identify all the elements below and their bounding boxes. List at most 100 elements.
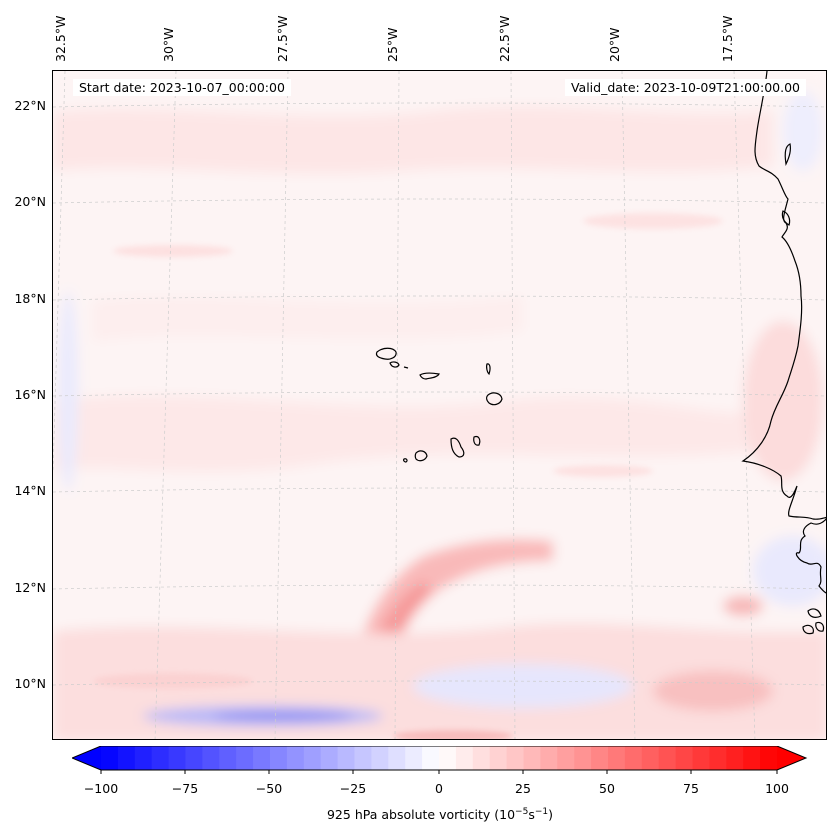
gridlines bbox=[53, 71, 826, 739]
vorticity-band-north bbox=[53, 106, 773, 174]
vorticity-streak-2 bbox=[583, 213, 723, 229]
island-santa-luzia bbox=[403, 366, 409, 369]
colorbar-cell bbox=[151, 746, 170, 770]
colorbar-cell bbox=[641, 746, 660, 770]
colorbar-outline bbox=[72, 746, 808, 771]
lon-label-30w: 30°W bbox=[161, 27, 176, 62]
gridline-lat-22n bbox=[53, 102, 826, 108]
colorbar-cell bbox=[709, 746, 727, 770]
gridline-lat-14n bbox=[53, 487, 826, 493]
coastline-mauritania-senegal bbox=[741, 71, 826, 520]
colorbar-cell bbox=[270, 746, 288, 770]
colorbar-label-0: 0 bbox=[435, 781, 443, 796]
colorbar-label-m75: −75 bbox=[171, 781, 199, 796]
colorbar-cell bbox=[253, 746, 271, 770]
island-santo-antao bbox=[375, 347, 397, 360]
colorbar-cell bbox=[455, 746, 474, 770]
colorbar-title-end: ) bbox=[548, 807, 553, 823]
gridline-lat-18n bbox=[53, 295, 826, 301]
colorbar-cell bbox=[608, 746, 626, 770]
gridline-lat-10n bbox=[53, 680, 826, 686]
lat-label-10n: 10°N bbox=[14, 676, 46, 691]
colorbar-extend-max bbox=[777, 746, 806, 770]
colorbar-cell bbox=[506, 746, 524, 770]
colorbar-label-50: 50 bbox=[599, 781, 615, 796]
colorbar-cells bbox=[72, 746, 806, 770]
gridline-lon-32-5w bbox=[53, 71, 66, 472]
colorbar-cell bbox=[337, 746, 355, 770]
africa-coastline bbox=[741, 71, 826, 635]
vorticity-streak-4 bbox=[93, 673, 253, 689]
lat-label-16n: 16°N bbox=[14, 387, 46, 402]
map-panel: Start date: 2023-10-07_00:00:00 Valid_da… bbox=[52, 70, 827, 740]
colorbar-cell bbox=[574, 746, 592, 770]
colorbar-extend-min bbox=[72, 746, 101, 770]
island-sao-nicolau bbox=[419, 372, 440, 380]
colorbar-label-25: 25 bbox=[515, 781, 531, 796]
gridline-lon-25w bbox=[394, 71, 400, 739]
colorbar-title-unit: s bbox=[528, 807, 535, 823]
colorbar-cell bbox=[185, 746, 203, 770]
gridline-lon-20w bbox=[621, 71, 636, 739]
lon-label-27-5w: 27.5°W bbox=[275, 15, 290, 62]
coastline-banc-arguin bbox=[781, 210, 791, 226]
colorbar-cell bbox=[354, 746, 372, 770]
colorbar-cell bbox=[320, 746, 339, 770]
vorticity-streak-1 bbox=[113, 245, 233, 257]
gridline-lat-16n bbox=[53, 391, 826, 397]
colorbar-label-75: 75 bbox=[683, 781, 699, 796]
island-boa-vista bbox=[486, 392, 503, 406]
colorbar-cell bbox=[439, 746, 457, 770]
lat-label-22n: 22°N bbox=[14, 98, 46, 113]
colorbar-title-main: 925 hPa absolute vorticity (10 bbox=[326, 807, 516, 823]
vorticity-band-mid bbox=[93, 296, 523, 341]
colorbar-cell bbox=[422, 746, 440, 770]
colorbar-cell bbox=[134, 746, 153, 770]
colorbar-ticks bbox=[100, 770, 778, 774]
coastline-bijagos-2 bbox=[802, 624, 814, 635]
colorbar-label-m25: −25 bbox=[339, 781, 367, 796]
lon-label-17-5w: 17.5°W bbox=[720, 15, 735, 62]
vorticity-arc bbox=[353, 539, 553, 711]
vorticity-negative-ne bbox=[783, 91, 823, 171]
colorbar-cell bbox=[371, 746, 389, 770]
vorticity-band-central bbox=[53, 395, 753, 472]
vorticity-positive-coast bbox=[743, 321, 823, 481]
vorticity-map bbox=[53, 71, 826, 739]
colorbar-cell bbox=[286, 746, 305, 770]
colorbar-cell bbox=[303, 746, 322, 770]
gridline-lat-20n bbox=[53, 198, 826, 204]
gridline-lon-17-5w bbox=[733, 71, 756, 739]
colorbar-cell bbox=[472, 746, 491, 770]
coastline-bijagos-1 bbox=[807, 608, 822, 618]
lon-label-20w: 20°W bbox=[607, 27, 622, 62]
colorbar-title-exp1: −5 bbox=[515, 807, 529, 817]
coastline-dakar-bay bbox=[784, 143, 791, 166]
colorbar-cell bbox=[760, 746, 778, 770]
colorbar-cell bbox=[557, 746, 575, 770]
vorticity-streak-5 bbox=[393, 730, 513, 739]
colorbar-cell bbox=[236, 746, 254, 770]
island-sao-vicente bbox=[389, 361, 400, 368]
colorbar-cell bbox=[489, 746, 508, 770]
lon-label-22-5w: 22.5°W bbox=[497, 15, 512, 62]
island-fogo bbox=[414, 450, 428, 462]
island-santiago bbox=[450, 437, 465, 458]
vorticity-positive-se bbox=[653, 671, 773, 711]
vorticity-streak-3 bbox=[553, 465, 653, 477]
island-sal bbox=[486, 363, 491, 376]
colorbar-cell bbox=[743, 746, 761, 770]
colorbar-cell bbox=[726, 746, 744, 770]
colorbar-cell bbox=[523, 746, 541, 770]
lat-label-14n: 14°N bbox=[14, 483, 46, 498]
colorbar-cell bbox=[692, 746, 710, 770]
colorbar-cell bbox=[658, 746, 677, 770]
coastline-guinea-bissau bbox=[795, 518, 826, 594]
colorbar-title: 925 hPa absolute vorticity (10−5s−1) bbox=[0, 807, 837, 822]
colorbar-cell bbox=[219, 746, 237, 770]
colorbar bbox=[72, 746, 808, 774]
vorticity-negative-east bbox=[753, 536, 826, 606]
gridline-lon-30w bbox=[154, 71, 177, 739]
colorbar-title-exp2: −1 bbox=[534, 807, 549, 817]
island-maio bbox=[473, 435, 481, 446]
